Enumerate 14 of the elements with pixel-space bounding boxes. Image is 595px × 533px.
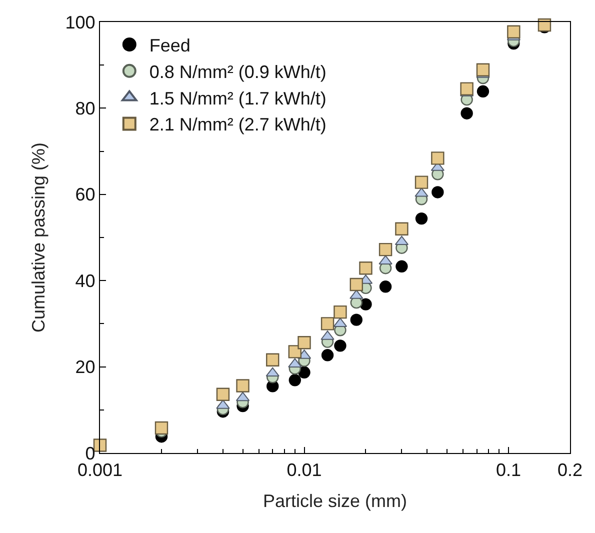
legend-label: 0.8 N/mm² (0.9 kWh/t) — [149, 62, 326, 82]
x-tick-label: 0.2 — [557, 460, 583, 480]
y-axis-title: Cumulative passing (%) — [28, 142, 48, 333]
y-tick-label: 80 — [75, 98, 96, 118]
legend-label: Feed — [149, 36, 190, 56]
x-tick-label: 0.1 — [496, 460, 522, 480]
y-tick-label: 60 — [75, 184, 96, 205]
y-tick-label: 40 — [75, 270, 96, 291]
y-tick-label: 100 — [65, 12, 96, 32]
x-tick-label: 0.01 — [286, 460, 322, 480]
y-tick-label: 20 — [75, 357, 96, 378]
legend-label: 2.1 N/mm² (2.7 kWh/t) — [149, 114, 326, 135]
x-axis-title: Particle size (mm) — [262, 490, 408, 511]
legend-label: 1.5 N/mm² (1.7 kWh/t) — [149, 88, 326, 108]
